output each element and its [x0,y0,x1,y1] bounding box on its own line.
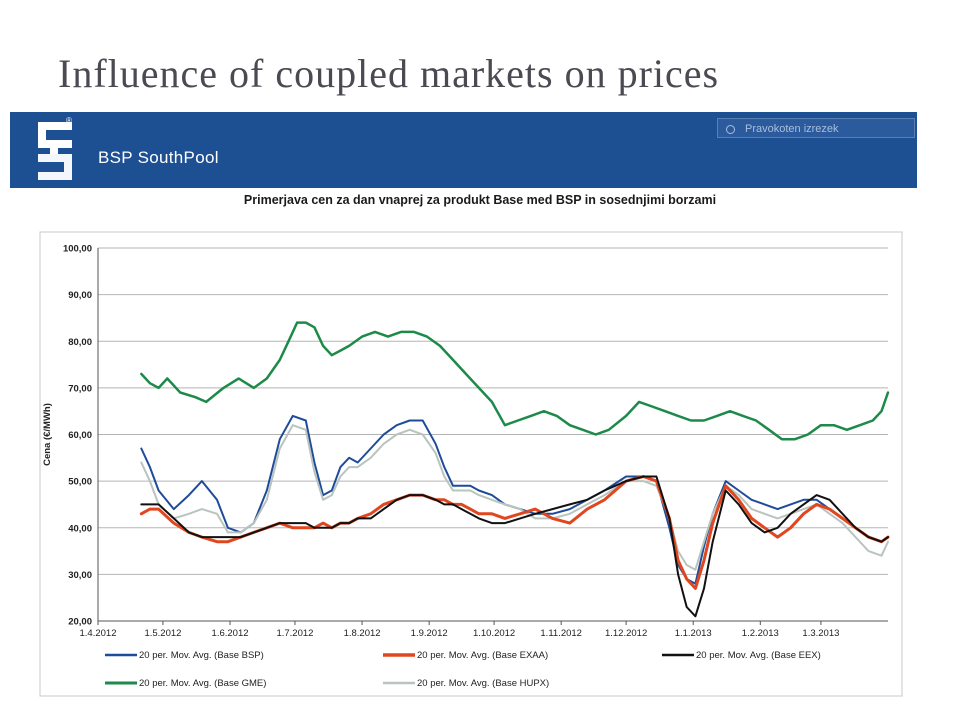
legend-label-hupx: 20 per. Mov. Avg. (Base HUPX) [417,678,549,689]
registered-mark: ® [66,116,72,125]
legend-label-bsp: 20 per. Mov. Avg. (Base BSP) [139,650,264,661]
y-tick-label: 100,00 [63,244,92,255]
y-tick-label: 30,00 [68,570,92,581]
x-tick-label: 1.8.2012 [344,628,381,639]
y-axis-label: Cena (€/MWh) [42,403,53,466]
legend-label-eex: 20 per. Mov. Avg. (Base EEX) [696,650,821,661]
x-tick-label: 1.1.2013 [675,628,712,639]
y-tick-label: 50,00 [68,477,92,488]
x-tick-label: 1.7.2012 [276,628,313,639]
legend-label-exaa: 20 per. Mov. Avg. (Base EXAA) [417,650,548,661]
x-tick-label: 1.12.2012 [605,628,647,639]
x-tick-label: 1.4.2012 [80,628,117,639]
series-line-eex [140,475,889,618]
series-line-hupx [140,424,889,571]
x-tick-label: 1.6.2012 [212,628,249,639]
chart-frame [39,231,903,697]
x-tick-label: 1.9.2012 [411,628,448,639]
y-tick-label: 60,00 [68,430,92,441]
brand-name: BSP SouthPool [98,148,219,167]
x-tick-label: 1.2.2013 [742,628,779,639]
y-tick-label: 80,00 [68,337,92,348]
series-line-bsp [140,414,889,585]
bsp-logo-icon [38,122,72,180]
legend-label-gme: 20 per. Mov. Avg. (Base GME) [139,678,266,689]
x-tick-label: 1.3.2013 [802,628,839,639]
series-line-gme [140,321,890,441]
search-box[interactable]: Pravokoten izrezek [717,118,915,138]
chart-title: Primerjava cen za dan vnaprej za produkt… [243,193,717,207]
slide-title: Influence of coupled markets on prices [58,51,720,96]
y-tick-label: 40,00 [68,523,92,534]
y-tick-label: 20,00 [68,617,92,628]
x-tick-label: 1.10.2012 [473,628,515,639]
x-tick-label: 1.11.2012 [540,628,582,639]
bsp-banner: ® BSP SouthPool Pravokoten izrezek [10,112,917,188]
y-tick-label: 90,00 [68,290,92,301]
x-tick-label: 1.5.2012 [144,628,181,639]
y-tick-label: 70,00 [68,383,92,394]
search-icon [726,124,735,134]
search-placeholder: Pravokoten izrezek [745,123,839,135]
